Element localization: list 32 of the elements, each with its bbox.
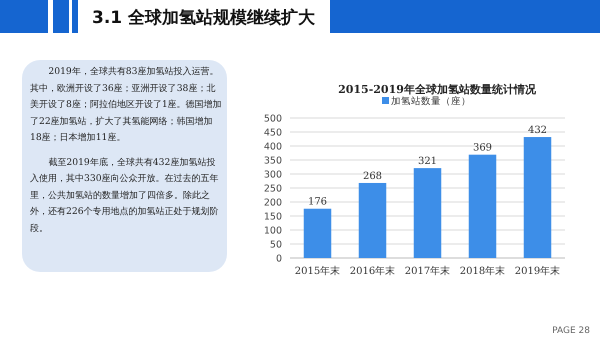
text: PAGE 28	[552, 326, 590, 336]
y-tick-label: 500	[264, 114, 282, 124]
text: 2019年，全球共有83座加氢站投入运营。其中，欧洲开设了36座；亚洲开设了38座；北美开设了8座；阿拉伯地区开设了1座。德国增加了22座加氢站，扩大了其氢能网络；韩国增加18座；日本增加11座。	[30, 65, 222, 145]
x-tick-label: 2015年末	[294, 265, 340, 277]
bar	[414, 168, 442, 258]
text: 截至2019年底，全球共有432座加氢站投入使用，其中330座向公众开放。在过去的五年里，公共加氢站的数量增加了四倍多。除此之外，还有226个专用地点的加氢站正处于规划阶段。	[30, 156, 220, 236]
data-label: 369	[472, 142, 492, 154]
y-tick-label: 50	[270, 240, 282, 250]
data-label: 432	[528, 125, 548, 136]
y-tick-label: 100	[264, 226, 282, 236]
bar	[468, 154, 496, 258]
legend-label: 加氢站数量（座）	[391, 95, 471, 107]
y-tick-label: 400	[264, 142, 282, 152]
data-label: 268	[362, 170, 382, 182]
data-label: 321	[418, 156, 438, 168]
y-tick-label: 0	[276, 254, 282, 264]
y-tick-label: 250	[264, 184, 282, 194]
chart-subtitle: 2015-2019年全球加氢站数量统计情况	[338, 83, 537, 96]
y-tick-label: 200	[264, 198, 282, 208]
chart-title: 3.1 全球加氢站规模继续扩大	[92, 8, 316, 28]
y-tick-label: 450	[264, 128, 282, 138]
bar	[524, 137, 552, 258]
x-tick-label: 2019年末	[514, 265, 560, 277]
x-tick-label: 2016年末	[350, 265, 396, 277]
y-tick-label: 300	[264, 170, 282, 180]
x-tick-label: 2018年末	[460, 265, 506, 277]
bar	[358, 182, 386, 258]
y-tick-label: 150	[264, 212, 282, 222]
x-tick-label: 2017年末	[404, 265, 450, 277]
bar	[304, 208, 332, 258]
y-tick-label: 350	[264, 156, 282, 166]
data-label: 176	[308, 196, 328, 208]
